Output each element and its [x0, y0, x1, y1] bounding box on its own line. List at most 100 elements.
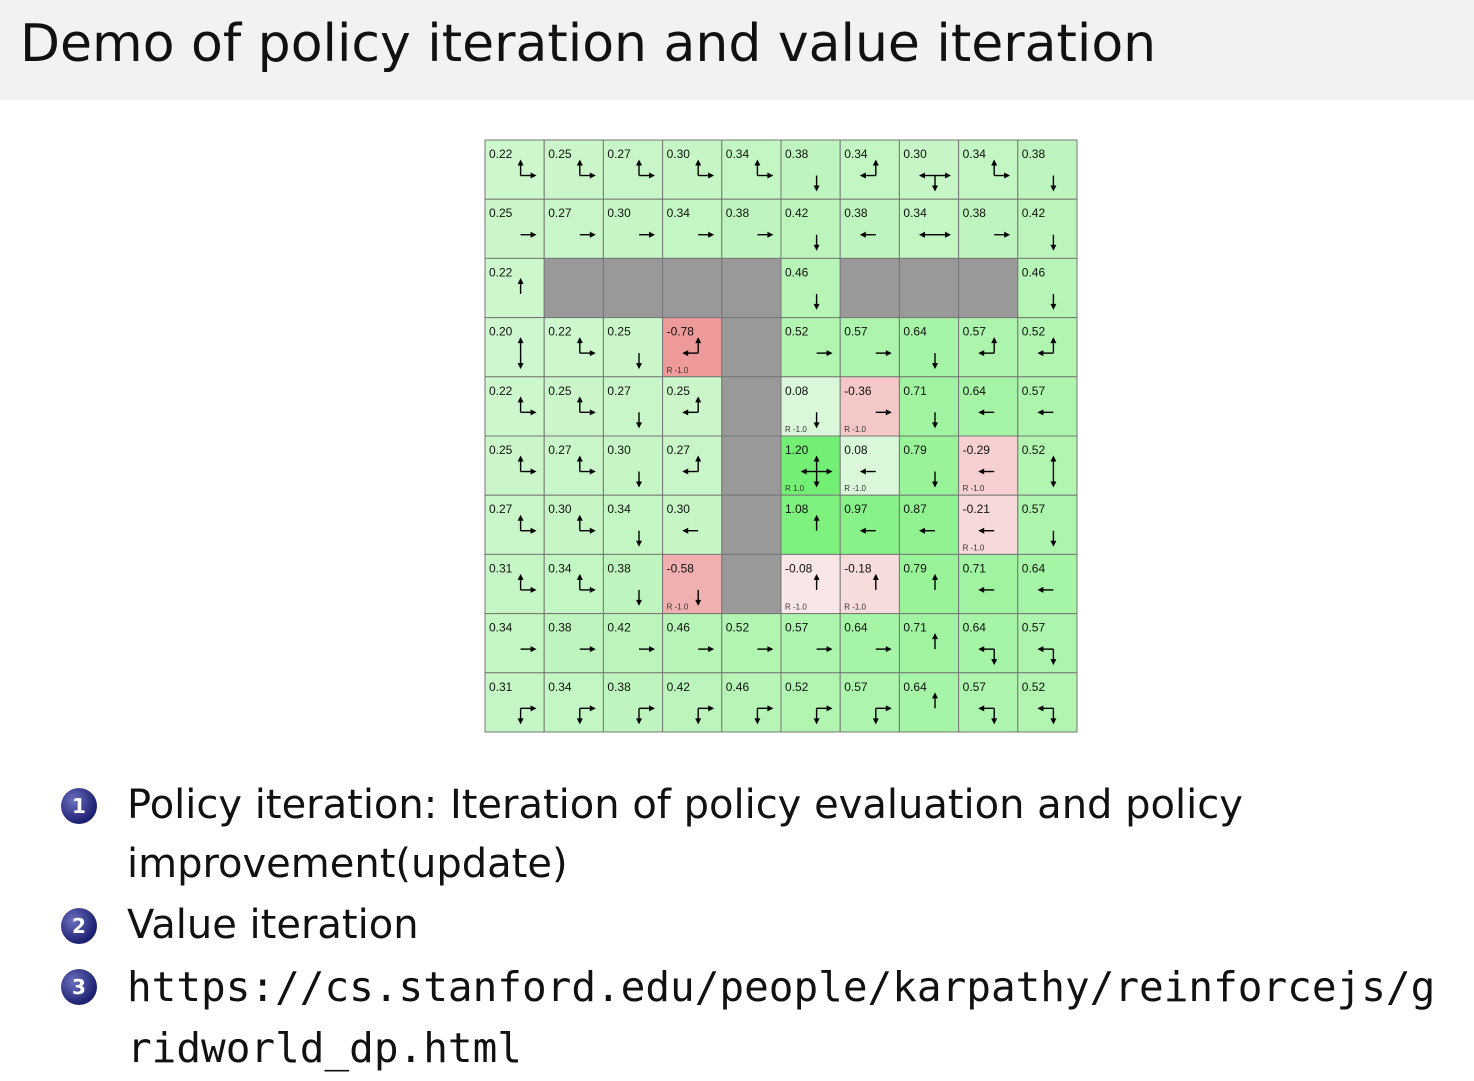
cell-value: 0.57: [844, 680, 868, 694]
cell: [543, 672, 604, 733]
cell-value: 0.34: [963, 147, 987, 161]
url: https://cs.stanford.edu/people/karpathy/…: [127, 963, 1436, 1072]
arrow-head: [872, 159, 879, 166]
arrow-head: [695, 718, 702, 725]
arrow-head: [813, 718, 820, 725]
cell-value: 0.52: [726, 621, 750, 635]
arrow-head: [576, 455, 583, 462]
cell-value: 0.87: [903, 502, 927, 516]
cell: [662, 613, 723, 674]
arrow-head: [978, 468, 985, 475]
item-text: Value iteration: [127, 902, 419, 948]
cell-value: 0.71: [903, 384, 927, 398]
cell-value: 0.22: [489, 265, 513, 279]
cell-value: 0.38: [726, 206, 750, 220]
cell: [484, 257, 545, 319]
arrow-head: [695, 599, 702, 606]
arrow-head: [932, 633, 938, 640]
arrow-head: [530, 409, 537, 416]
cell: [662, 494, 723, 555]
cell-value: 0.25: [489, 206, 513, 220]
cell-value: 0.30: [607, 206, 631, 220]
arrow-head: [859, 231, 866, 238]
cell-value: 0.30: [548, 502, 572, 516]
cell: [958, 494, 1019, 555]
cell: [484, 553, 545, 615]
arrow-head: [576, 514, 583, 521]
arrow-head: [754, 718, 761, 725]
cell-value: 0.25: [607, 325, 631, 339]
cell-value: 0.52: [1022, 680, 1046, 694]
arrow-head: [932, 185, 938, 192]
arrow-head: [978, 527, 985, 534]
arrow-head: [530, 527, 537, 534]
arrow-head: [517, 277, 524, 284]
cell: [839, 139, 900, 200]
wall: [839, 257, 900, 319]
cell-value: 0.97: [844, 502, 868, 516]
wall: [602, 257, 664, 319]
cell: [839, 317, 900, 378]
cell: [602, 198, 664, 259]
cell: [484, 672, 545, 733]
arrow-head: [649, 705, 655, 712]
cell: [958, 613, 1019, 674]
arrow-head: [978, 646, 985, 653]
cell-value: 0.42: [785, 206, 809, 220]
arrow-head: [826, 350, 833, 357]
cell: [662, 672, 723, 733]
arrow-head: [859, 527, 866, 534]
cell-value: 0.34: [607, 502, 631, 516]
arrow-head: [932, 573, 938, 580]
cell-value: 0.38: [607, 680, 631, 694]
cell: [543, 376, 604, 437]
cell: [839, 494, 900, 555]
arrow-head: [682, 350, 689, 357]
cell-reward: R -1.0: [667, 366, 689, 375]
cell: [839, 376, 900, 437]
arrow-head: [576, 718, 583, 725]
cell: [721, 672, 782, 733]
arrow-head: [826, 705, 833, 712]
arrow-head: [1004, 231, 1011, 238]
cell: [543, 494, 604, 555]
arrow-head: [919, 527, 925, 534]
cell: [1017, 198, 1078, 259]
bullet-list: 1 Policy iteration: Iteration of policy e…: [58, 776, 1458, 1081]
arrow-head: [1050, 455, 1057, 462]
list-item: 2 Value iteration: [58, 896, 1458, 955]
cell-value: 0.08: [785, 384, 809, 398]
cell-value: 0.34: [548, 561, 572, 575]
cell-value: -0.08: [785, 561, 813, 575]
cell: [602, 613, 664, 674]
item-text: Policy iteration: Iteration of policy ev…: [127, 782, 1243, 887]
arrow-head: [708, 172, 715, 179]
marker: 2: [61, 908, 97, 944]
gridworld: 0.22 0.25 0.27 0.30 0.34 0.38 0.34 0.30 0.34 0.38…: [484, 139, 1078, 733]
wall: [721, 257, 782, 319]
cell-value: 0.22: [489, 147, 513, 161]
cell-value: 0.46: [667, 621, 691, 635]
cell-value: 0.25: [489, 443, 513, 457]
cell-value: 0.27: [548, 206, 572, 220]
cell-value: 0.30: [667, 502, 691, 516]
cell-value: 0.25: [548, 384, 572, 398]
cell-reward: R -1.0: [844, 603, 866, 612]
cell-value: 0.31: [489, 561, 513, 575]
arrow-head: [649, 646, 655, 653]
arrow-head: [885, 705, 892, 712]
wall: [721, 317, 782, 378]
cell-value: 0.34: [489, 621, 513, 635]
cell-value: 0.34: [726, 147, 750, 161]
cell: [780, 317, 841, 378]
arrow-head: [589, 527, 596, 534]
cell-value: 0.57: [1022, 502, 1046, 516]
cell-value: 0.31: [489, 680, 513, 694]
arrow-head: [1050, 337, 1057, 344]
arrow-head: [517, 455, 524, 462]
cell-value: 0.38: [607, 561, 631, 575]
cell-value: 1.08: [785, 502, 809, 516]
arrow-head: [813, 422, 820, 429]
arrow-head: [636, 481, 642, 488]
cell-value: 0.46: [785, 265, 809, 279]
